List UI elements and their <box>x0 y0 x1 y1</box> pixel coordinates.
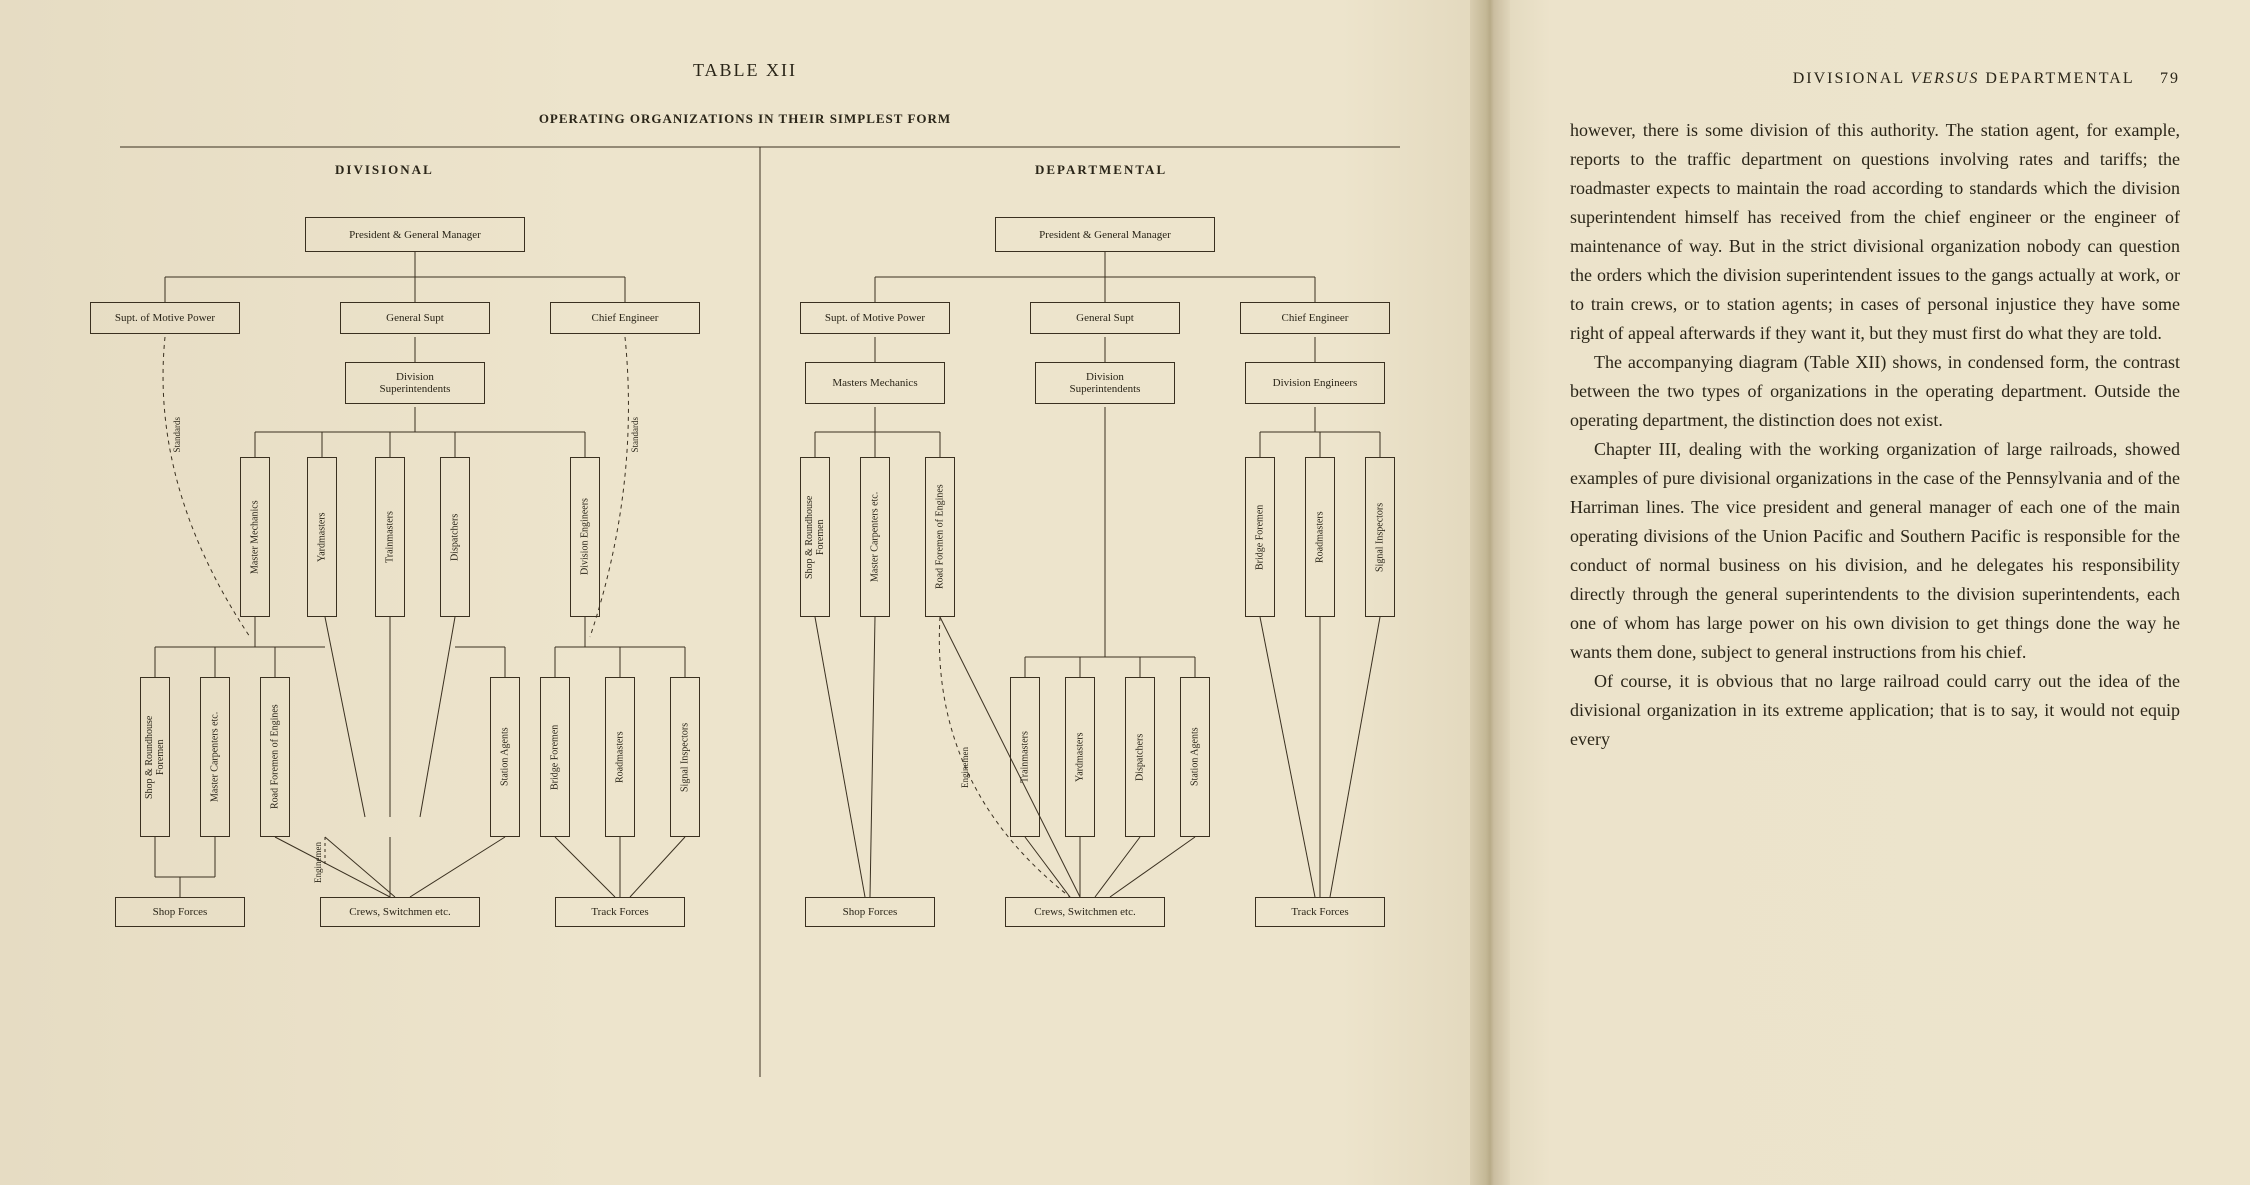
div-roadmasters: Roadmasters <box>605 677 635 837</box>
dep-bridge-foremen: Bridge Foremen <box>1245 457 1275 617</box>
para-3: Chapter III, dealing with the working or… <box>1570 435 2180 667</box>
table-title: TABLE XII <box>60 60 1430 81</box>
para-4: Of course, it is obvious that no large r… <box>1570 667 2180 754</box>
div-road-foremen: Road Foremen of Engines <box>260 677 290 837</box>
dep-masters-mech: Masters Mechanics <box>805 362 945 404</box>
page-header: DIVISIONAL VERSUS DEPARTMENTAL 79 <box>1570 70 2180 88</box>
dep-shop-forces: Shop Forces <box>805 897 935 927</box>
dep-road-foremen: Road Foremen of Engines <box>925 457 955 617</box>
org-chart-diagram: DIVISIONAL DEPARTMENTAL President & Gene… <box>60 137 1430 1117</box>
dep-station-agents: Station Agents <box>1180 677 1210 837</box>
standards-right: Standards <box>630 417 640 453</box>
enginemen-label-dep: Enginemen <box>960 747 970 788</box>
div-station-agents: Station Agents <box>490 677 520 837</box>
dep-supt-motive: Supt. of Motive Power <box>800 302 950 334</box>
div-president: President & General Manager <box>305 217 525 252</box>
dep-div-supers: Division Superintendents <box>1035 362 1175 404</box>
standards-left: Standards <box>172 417 182 453</box>
div-master-carp: Master Carpenters etc. <box>200 677 230 837</box>
left-page: TABLE XII OPERATING ORGANIZATIONS IN THE… <box>0 0 1490 1185</box>
dep-general-supt: General Supt <box>1030 302 1180 334</box>
div-supt-motive: Supt. of Motive Power <box>90 302 240 334</box>
book-gutter <box>1470 0 1510 1185</box>
header-word2: DEPARTMENTAL <box>1985 70 2134 87</box>
div-general-supt: General Supt <box>340 302 490 334</box>
dep-div-eng: Division Engineers <box>1245 362 1385 404</box>
para-1: however, there is some division of this … <box>1570 116 2180 348</box>
dep-signal-insp: Signal Inspectors <box>1365 457 1395 617</box>
div-div-supers: Division Superintendents <box>345 362 485 404</box>
div-master-mech: Master Mechanics <box>240 457 270 617</box>
connector-lines <box>60 137 1430 1117</box>
div-bridge-foremen: Bridge Foremen <box>540 677 570 837</box>
div-trainmasters: Trainmasters <box>375 457 405 617</box>
dep-master-carp: Master Carpenters etc. <box>860 457 890 617</box>
dep-yardmasters: Yardmasters <box>1065 677 1095 837</box>
div-dispatchers: Dispatchers <box>440 457 470 617</box>
div-yardmasters: Yardmasters <box>307 457 337 617</box>
dep-president: President & General Manager <box>995 217 1215 252</box>
body-text: however, there is some division of this … <box>1570 116 2180 754</box>
right-page: DIVISIONAL VERSUS DEPARTMENTAL 79 howeve… <box>1490 0 2250 1185</box>
div-shop-forces: Shop Forces <box>115 897 245 927</box>
page-number: 79 <box>2160 70 2180 87</box>
dep-chief-eng: Chief Engineer <box>1240 302 1390 334</box>
dep-track-forces: Track Forces <box>1255 897 1385 927</box>
para-2: The accompanying diagram (Table XII) sho… <box>1570 348 2180 435</box>
dep-dispatchers: Dispatchers <box>1125 677 1155 837</box>
departmental-label: DEPARTMENTAL <box>1035 162 1167 178</box>
div-div-eng: Division Engineers <box>570 457 600 617</box>
dep-shop-foremen: Shop & Roundhouse Foremen <box>800 457 830 617</box>
div-signal-insp: Signal Inspectors <box>670 677 700 837</box>
divisional-label: DIVISIONAL <box>335 162 434 178</box>
div-shop-foremen: Shop & Roundhouse Foremen <box>140 677 170 837</box>
div-crews: Crews, Switchmen etc. <box>320 897 480 927</box>
subtitle: OPERATING ORGANIZATIONS IN THEIR SIMPLES… <box>60 111 1430 127</box>
dep-roadmasters: Roadmasters <box>1305 457 1335 617</box>
div-chief-eng: Chief Engineer <box>550 302 700 334</box>
header-word1: DIVISIONAL <box>1793 70 1905 87</box>
dep-trainmasters: Trainmasters <box>1010 677 1040 837</box>
dep-crews: Crews, Switchmen etc. <box>1005 897 1165 927</box>
header-versus: VERSUS <box>1911 70 1980 87</box>
enginemen-label: Enginemen <box>313 842 323 883</box>
div-track-forces: Track Forces <box>555 897 685 927</box>
